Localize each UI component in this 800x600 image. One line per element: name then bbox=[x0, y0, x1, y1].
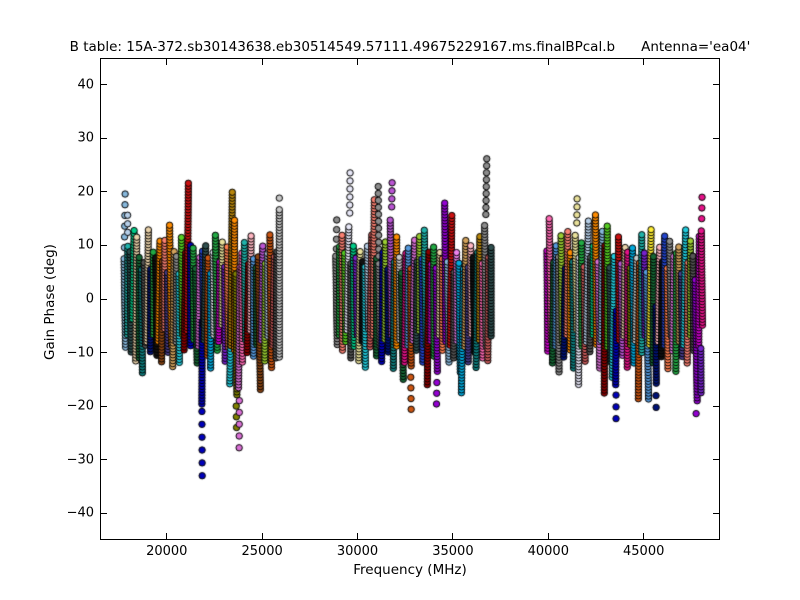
x-tick-mark bbox=[261, 533, 263, 539]
x-tick-mark-top bbox=[166, 59, 168, 65]
y-tick-label: −10 bbox=[66, 345, 94, 361]
y-tick-mark bbox=[101, 352, 107, 354]
y-tick-mark-right bbox=[713, 512, 719, 514]
y-tick-label: −40 bbox=[66, 505, 94, 521]
x-tick-label: 35000 bbox=[432, 544, 474, 559]
y-tick-mark-right bbox=[713, 405, 719, 407]
x-tick-mark bbox=[643, 533, 645, 539]
y-tick-mark bbox=[101, 191, 107, 193]
y-tick-mark-right bbox=[713, 352, 719, 354]
y-tick-mark-right bbox=[713, 137, 719, 139]
y-tick-mark-right bbox=[713, 298, 719, 300]
x-tick-label: 20000 bbox=[146, 544, 188, 559]
y-tick-mark bbox=[101, 405, 107, 407]
y-tick-mark-right bbox=[713, 84, 719, 86]
y-tick-mark bbox=[101, 512, 107, 514]
plot-title: B table: 15A-372.sb30143638.eb30514549.5… bbox=[69, 39, 616, 55]
y-tick-mark-right bbox=[713, 244, 719, 246]
x-tick-mark bbox=[357, 533, 359, 539]
y-tick-mark-right bbox=[713, 459, 719, 461]
x-tick-mark-top bbox=[643, 59, 645, 65]
x-tick-mark-top bbox=[547, 59, 549, 65]
x-tick-mark-top bbox=[261, 59, 263, 65]
x-tick-label: 45000 bbox=[623, 544, 665, 559]
y-tick-mark bbox=[101, 84, 107, 86]
y-tick-mark-right bbox=[713, 191, 719, 193]
x-tick-label: 25000 bbox=[241, 544, 283, 559]
y-tick-label: −20 bbox=[66, 398, 94, 414]
y-tick-label: 30 bbox=[77, 130, 94, 146]
x-tick-mark-top bbox=[357, 59, 359, 65]
x-tick-mark-top bbox=[452, 59, 454, 65]
y-tick-label: 20 bbox=[77, 184, 94, 200]
plot-title-row: B table: 15A-372.sb30143638.eb30514549.5… bbox=[70, 39, 751, 55]
y-tick-label: 0 bbox=[85, 291, 94, 307]
y-tick-mark bbox=[101, 459, 107, 461]
x-tick-label: 40000 bbox=[527, 544, 569, 559]
y-tick-label: 10 bbox=[77, 237, 94, 253]
y-tick-mark bbox=[101, 298, 107, 300]
x-axis-label: Frequency (MHz) bbox=[353, 562, 467, 578]
antenna-label: Antenna='ea04' bbox=[641, 39, 751, 55]
x-tick-mark bbox=[452, 533, 454, 539]
x-tick-mark bbox=[166, 533, 168, 539]
scatter-points-canvas bbox=[100, 58, 720, 540]
y-tick-label: 40 bbox=[77, 77, 94, 93]
y-tick-label: −30 bbox=[66, 452, 94, 468]
y-tick-mark bbox=[101, 244, 107, 246]
y-tick-mark bbox=[101, 137, 107, 139]
x-tick-label: 30000 bbox=[336, 544, 379, 559]
x-tick-mark bbox=[547, 533, 549, 539]
